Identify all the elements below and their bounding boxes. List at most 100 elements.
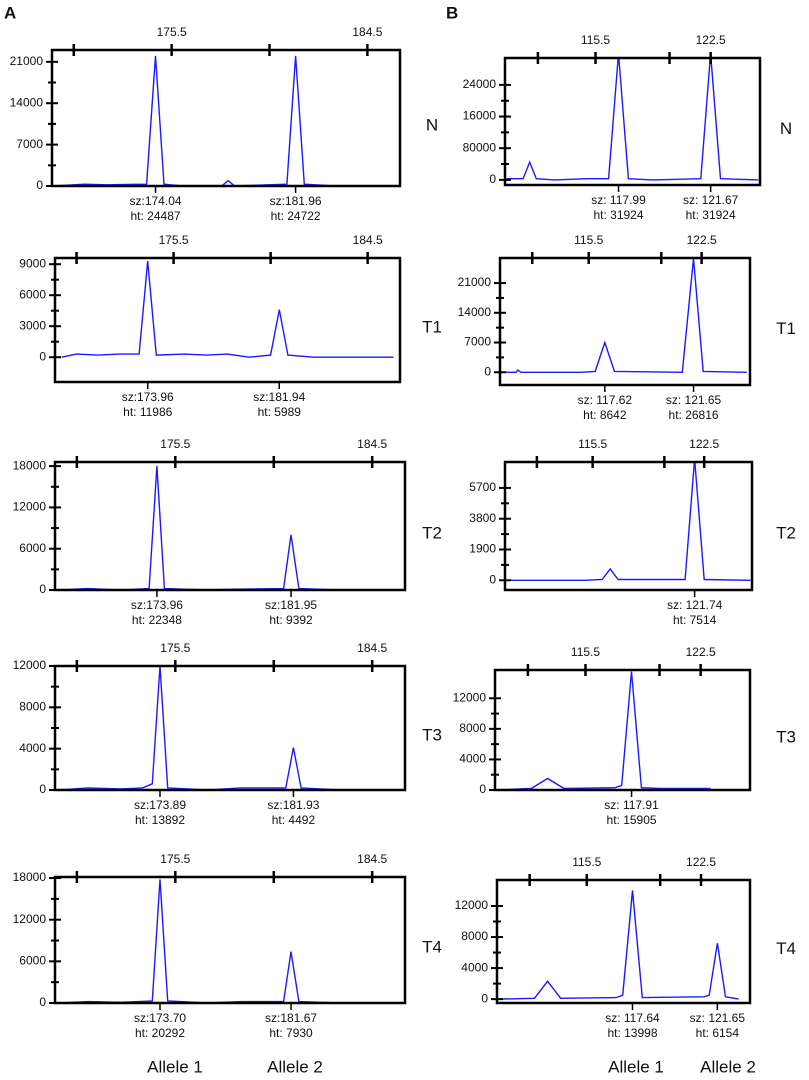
y-tick-label: 1900	[469, 542, 496, 556]
y-tick-label: 3000	[19, 318, 46, 332]
x-tick-label: 175.5	[160, 437, 190, 451]
row-label: N	[426, 115, 438, 134]
allele-label: Allele 1	[147, 1057, 203, 1076]
size-label: sz: 117.62	[578, 393, 633, 407]
frame	[503, 56, 762, 187]
x-tick-label: 184.5	[357, 641, 387, 655]
y-tick-label: 6000	[19, 287, 46, 301]
y-tick-label: 24000	[463, 77, 497, 91]
size-label: sz:174.04	[130, 194, 182, 208]
size-label: sz:173.96	[131, 598, 183, 612]
x-tick-label: 115.5	[572, 855, 601, 869]
y-tick-label: 12000	[13, 658, 47, 672]
y-tick-label: 0	[484, 364, 491, 378]
frame	[53, 875, 407, 1005]
height-label: ht: 11986	[123, 405, 172, 419]
size-label: sz: 121.65	[690, 1011, 746, 1025]
x-tick-label: 115.5	[571, 645, 600, 659]
y-tick-label: 0	[39, 349, 46, 363]
frame	[493, 668, 752, 792]
size-label: sz: 117.64	[605, 1011, 660, 1025]
y-tick-label: 8000	[459, 721, 486, 735]
y-tick-label: 7000	[464, 335, 491, 349]
y-tick-label: 0	[39, 582, 46, 596]
size-label: sz: 121.67	[683, 193, 739, 207]
height-label: ht: 15905	[607, 813, 657, 827]
x-tick-label: 175.5	[157, 25, 187, 39]
y-tick-label: 21000	[458, 275, 492, 289]
frame	[503, 460, 754, 592]
row-label: T3	[776, 727, 796, 746]
row-label: T4	[422, 937, 442, 956]
frame	[495, 878, 752, 1005]
allele-label: Allele 2	[267, 1057, 323, 1076]
x-tick-label: 115.5	[581, 33, 610, 47]
y-tick-label: 21000	[10, 54, 44, 68]
allele-label: Allele 2	[700, 1057, 756, 1076]
size-label: sz:173.96	[122, 390, 174, 404]
x-tick-label: 122.5	[687, 233, 717, 247]
height-label: ht: 7514	[673, 613, 717, 627]
size-label: sz:181.67	[265, 1011, 317, 1025]
height-label: ht: 31924	[593, 208, 643, 222]
height-label: ht: 26816	[669, 408, 719, 422]
size-label: sz:173.70	[134, 1011, 186, 1025]
y-tick-label: 6000	[19, 541, 46, 555]
y-tick-label: 12000	[13, 912, 47, 926]
y-tick-label: 9000	[19, 256, 46, 270]
y-tick-label: 0	[36, 178, 43, 192]
y-tick-label: 16000	[463, 109, 497, 123]
frame	[53, 664, 407, 792]
size-label: sz:181.96	[270, 194, 322, 208]
y-tick-label: 4000	[461, 960, 488, 974]
x-tick-label: 122.5	[686, 855, 716, 869]
height-label: ht: 7930	[269, 1026, 313, 1040]
height-label: ht: 24487	[131, 209, 181, 223]
height-label: ht: 13892	[135, 813, 185, 827]
trace	[503, 258, 747, 374]
y-tick-label: 5700	[469, 480, 496, 494]
row-label: T4	[776, 939, 796, 958]
frame	[53, 256, 402, 384]
row-label: N	[780, 119, 792, 138]
allele-label: Allele 1	[608, 1057, 664, 1076]
y-tick-label: 3800	[469, 511, 496, 525]
x-tick-label: 122.5	[686, 645, 716, 659]
y-tick-label: 4000	[459, 752, 486, 766]
y-tick-label: 6000	[19, 954, 46, 968]
y-tick-label: 12000	[453, 690, 487, 704]
trace	[59, 666, 401, 790]
trace	[506, 58, 759, 181]
y-tick-label: 8000	[19, 700, 46, 714]
trace	[498, 890, 739, 1000]
trace	[54, 55, 394, 186]
x-tick-label: 122.5	[696, 33, 726, 47]
row-label: T2	[776, 523, 796, 542]
y-tick-label: 0	[489, 572, 496, 586]
x-tick-label: 115.5	[578, 437, 607, 451]
frame	[50, 48, 402, 188]
y-tick-label: 14000	[10, 95, 44, 109]
y-tick-label: 4000	[19, 741, 46, 755]
height-label: ht: 6154	[696, 1026, 740, 1040]
y-tick-label: 0	[481, 991, 488, 1005]
row-label: T1	[422, 317, 442, 336]
trace	[61, 261, 394, 358]
height-label: ht: 20292	[135, 1026, 185, 1040]
x-tick-label: 175.5	[160, 641, 190, 655]
panel: 0 4000 8000 12000 115.5 122.5 T3 sz: 117.91ht: …	[453, 645, 796, 827]
row-label: T2	[422, 523, 442, 542]
height-label: ht: 4492	[272, 813, 316, 827]
trace	[59, 466, 401, 590]
x-tick-label: 184.5	[352, 25, 382, 39]
panel-letter: A	[4, 3, 16, 22]
y-tick-label: 80000	[463, 140, 497, 154]
height-label: ht: 5989	[258, 405, 302, 419]
trace	[59, 879, 401, 1003]
